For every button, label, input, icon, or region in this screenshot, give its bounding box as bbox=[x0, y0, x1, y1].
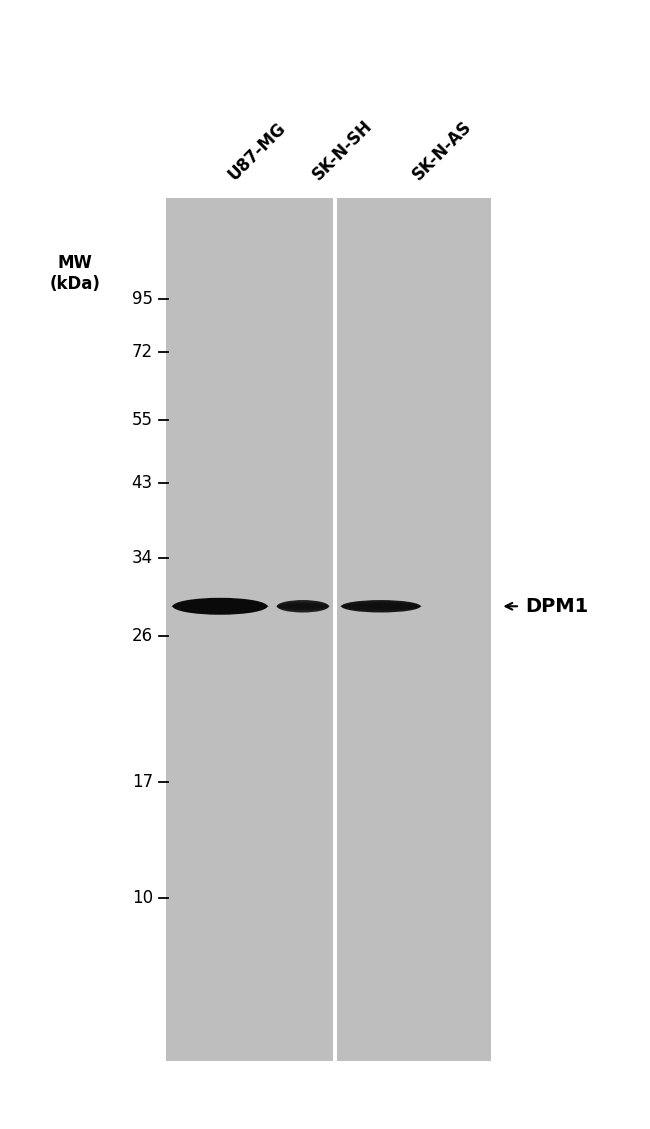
Text: SK-N-AS: SK-N-AS bbox=[408, 117, 475, 184]
Bar bbox=[166, 198, 333, 1061]
Text: SK-N-SH: SK-N-SH bbox=[308, 117, 376, 184]
Text: 55: 55 bbox=[132, 411, 153, 429]
Text: 34: 34 bbox=[131, 549, 153, 567]
Ellipse shape bbox=[341, 602, 421, 611]
Ellipse shape bbox=[341, 601, 421, 612]
Text: MW
(kDa): MW (kDa) bbox=[49, 254, 100, 292]
Ellipse shape bbox=[276, 604, 330, 609]
Ellipse shape bbox=[172, 601, 268, 612]
Ellipse shape bbox=[277, 601, 329, 612]
Text: 17: 17 bbox=[131, 773, 153, 791]
Ellipse shape bbox=[340, 604, 422, 609]
Ellipse shape bbox=[276, 602, 330, 611]
Text: 72: 72 bbox=[131, 343, 153, 361]
Ellipse shape bbox=[173, 597, 267, 614]
Text: DPM1: DPM1 bbox=[525, 597, 588, 615]
Text: 43: 43 bbox=[131, 474, 153, 492]
Text: 26: 26 bbox=[131, 627, 153, 645]
Ellipse shape bbox=[171, 603, 269, 610]
Text: 10: 10 bbox=[131, 889, 153, 907]
Text: 95: 95 bbox=[132, 290, 153, 308]
Text: U87-MG: U87-MG bbox=[224, 120, 289, 184]
Bar bbox=[337, 198, 491, 1061]
